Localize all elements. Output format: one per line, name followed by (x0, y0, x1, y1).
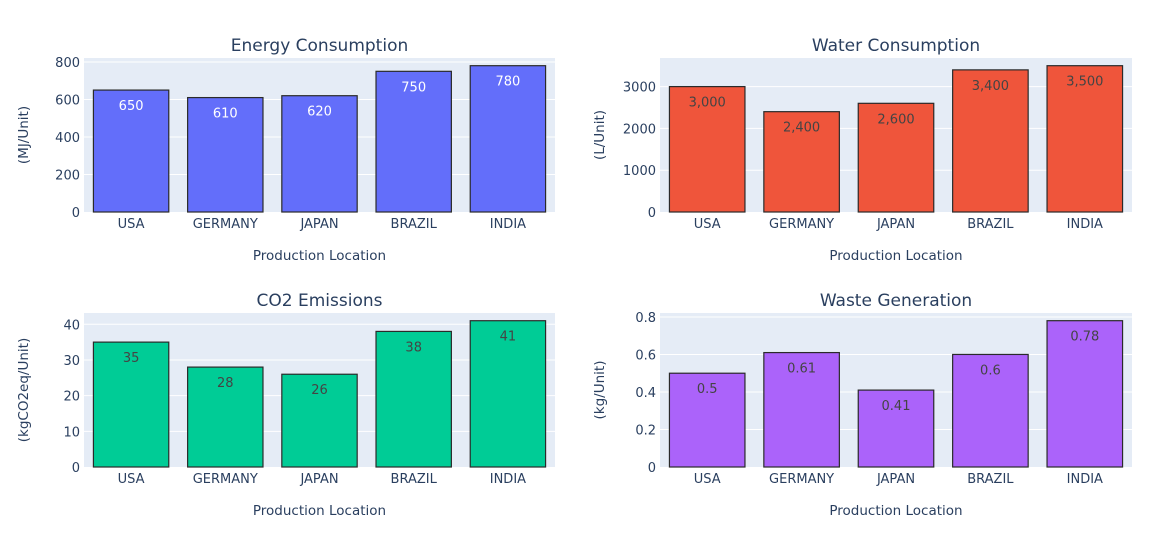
bar-value-label: 3,000 (689, 96, 726, 111)
bar-germany (763, 111, 840, 213)
y-tick-label: 1000 (623, 164, 656, 179)
bar-brazil (375, 330, 452, 468)
bar-japan (857, 389, 935, 468)
bar-value-label: 620 (307, 105, 332, 120)
x-tick-label: GERMANY (193, 217, 258, 232)
subplot-energy-consumption: 0 200 400 600 800 650 USA 610 GERMANY 620 JAPAN 750… (16, 36, 555, 264)
bar-value-label: 0.78 (1070, 330, 1099, 345)
bar-value-label: 0.6 (980, 363, 1001, 378)
subplot-waste-generation: 0 0.2 0.4 0.6 0.8 0.5 USA 0.61 GERMANY 0.41 JAPAN 0… (592, 291, 1132, 519)
y-tick-label: 3000 (623, 81, 656, 96)
x-tick-label: INDIA (1067, 217, 1103, 232)
y-axis-label: (kgCO2eq/Unit) (16, 338, 32, 442)
bar-brazil (952, 353, 1029, 468)
bar-value-label: 0.5 (697, 382, 718, 397)
x-axis-label: Production Location (253, 503, 386, 519)
y-tick-label: 10 (63, 425, 80, 440)
x-axis-label: Production Location (829, 503, 962, 519)
y-tick-label: 0.4 (635, 386, 656, 401)
bar-india (469, 320, 547, 468)
x-tick-label: USA (118, 472, 145, 487)
x-tick-label: JAPAN (876, 217, 915, 232)
x-tick-label: JAPAN (876, 472, 915, 487)
bar-value-label: 0.41 (882, 399, 911, 414)
bar-germany (187, 366, 264, 468)
bar-usa (92, 341, 170, 468)
y-tick-label: 30 (63, 354, 80, 369)
subplot-co2-emissions: 0 10 20 30 40 35 USA 28 GERMANY 26 JAPAN 38 BRAZIL 41… (16, 291, 555, 519)
subplot-water-consumption: 0 1000 2000 3000 3,000 USA 2,400 GERMANY 2,600 JA… (592, 36, 1132, 264)
bar-value-label: 3,500 (1066, 75, 1103, 90)
x-axis-label: Production Location (253, 248, 386, 264)
x-tick-label: USA (694, 217, 721, 232)
y-axis-label: (L/Unit) (592, 110, 608, 160)
y-tick-label: 800 (55, 56, 80, 71)
y-tick-label: 600 (55, 93, 80, 108)
bar-india (1046, 65, 1124, 213)
bar-value-label: 0.61 (787, 362, 816, 377)
y-axis-label: (kg/Unit) (592, 361, 608, 420)
y-axis-label: (MJ/Unit) (16, 106, 32, 164)
x-tick-label: INDIA (490, 472, 526, 487)
bar-usa (668, 372, 746, 468)
y-tick-label: 40 (63, 318, 80, 333)
x-tick-label: INDIA (490, 217, 526, 232)
x-axis-label: Production Location (829, 248, 962, 264)
x-tick-label: BRAZIL (967, 472, 1014, 487)
bar-value-label: 41 (500, 330, 517, 345)
y-tick-label: 200 (55, 168, 80, 183)
bar-value-label: 38 (405, 340, 422, 355)
bar-value-label: 610 (213, 107, 238, 122)
bar-value-label: 2,600 (877, 112, 914, 127)
y-tick-label: 0.6 (635, 348, 656, 363)
bar-value-label: 780 (495, 75, 520, 90)
bar-india (469, 65, 547, 213)
bar-india (1046, 320, 1124, 468)
bar-value-label: 26 (311, 383, 328, 398)
chart-title: Waste Generation (820, 291, 972, 311)
y-tick-label: 0 (648, 206, 656, 221)
chart-title: Water Consumption (812, 36, 980, 56)
bar-brazil (952, 69, 1029, 213)
x-tick-label: JAPAN (299, 217, 338, 232)
bar-japan (281, 95, 358, 213)
bar-value-label: 35 (123, 351, 140, 366)
bar-value-label: 750 (401, 80, 426, 95)
chart-title: Energy Consumption (231, 36, 409, 56)
bar-value-label: 650 (119, 99, 144, 114)
x-tick-label: BRAZIL (391, 472, 438, 487)
x-tick-label: BRAZIL (391, 217, 438, 232)
x-tick-label: JAPAN (299, 472, 338, 487)
bar-usa (92, 89, 170, 213)
y-tick-label: 0 (72, 461, 80, 476)
x-tick-label: GERMANY (769, 472, 834, 487)
x-tick-label: BRAZIL (967, 217, 1014, 232)
bar-germany (187, 96, 264, 213)
y-tick-label: 0 (648, 461, 656, 476)
x-tick-label: INDIA (1067, 472, 1103, 487)
y-tick-label: 0.2 (635, 423, 656, 438)
y-tick-label: 20 (63, 390, 80, 405)
y-tick-label: 2000 (623, 122, 656, 137)
bar-brazil (375, 70, 452, 213)
bar-usa (668, 85, 746, 213)
bar-value-label: 2,400 (783, 121, 820, 136)
y-tick-label: 0 (72, 206, 80, 221)
bar-value-label: 3,400 (972, 79, 1009, 94)
y-tick-label: 400 (55, 131, 80, 146)
x-tick-label: GERMANY (769, 217, 834, 232)
bar-japan (281, 373, 358, 468)
bar-germany (763, 351, 840, 468)
x-tick-label: USA (694, 472, 721, 487)
chart-title: CO2 Emissions (257, 291, 383, 311)
y-tick-label: 0.8 (635, 311, 656, 326)
x-tick-label: USA (118, 217, 145, 232)
bar-japan (857, 102, 935, 213)
bar-value-label: 28 (217, 376, 234, 391)
x-tick-label: GERMANY (193, 472, 258, 487)
